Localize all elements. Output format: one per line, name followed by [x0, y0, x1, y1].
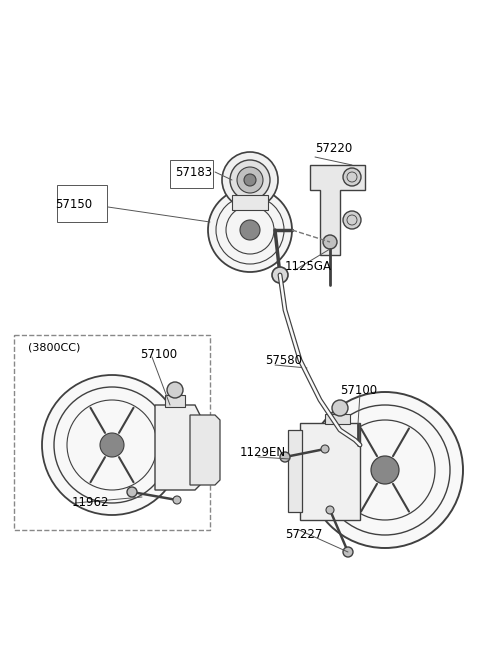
Text: 1129EN: 1129EN — [240, 447, 286, 460]
Circle shape — [127, 487, 137, 497]
Circle shape — [343, 168, 361, 186]
Circle shape — [237, 167, 263, 193]
Circle shape — [321, 445, 329, 453]
Polygon shape — [155, 405, 200, 490]
Circle shape — [244, 174, 256, 186]
Circle shape — [343, 211, 361, 229]
Polygon shape — [310, 165, 365, 255]
Circle shape — [222, 152, 278, 208]
Bar — [14, 335, 210, 530]
Text: (3800CC): (3800CC) — [28, 343, 80, 353]
Circle shape — [208, 188, 292, 272]
Bar — [57, 185, 107, 222]
Text: 57150: 57150 — [55, 198, 92, 212]
Polygon shape — [232, 195, 268, 210]
Text: 57580: 57580 — [265, 354, 302, 367]
Circle shape — [100, 433, 124, 457]
Circle shape — [350, 437, 366, 453]
Circle shape — [240, 220, 260, 240]
Circle shape — [323, 235, 337, 249]
Text: 57100: 57100 — [340, 383, 377, 396]
Circle shape — [42, 375, 182, 515]
Circle shape — [280, 452, 290, 462]
Polygon shape — [165, 395, 185, 407]
Text: 11962: 11962 — [72, 496, 109, 510]
Text: 57220: 57220 — [315, 141, 352, 155]
Circle shape — [371, 456, 399, 484]
Circle shape — [326, 506, 334, 514]
Text: 57100: 57100 — [140, 348, 177, 362]
Circle shape — [167, 382, 183, 398]
Text: 57227: 57227 — [285, 529, 323, 542]
Text: 57183: 57183 — [175, 166, 212, 179]
Circle shape — [343, 547, 353, 557]
Polygon shape — [300, 423, 360, 520]
Polygon shape — [190, 415, 220, 485]
Polygon shape — [325, 414, 350, 424]
Bar — [170, 160, 213, 188]
Circle shape — [332, 400, 348, 416]
Circle shape — [173, 496, 181, 504]
Circle shape — [230, 160, 270, 200]
Circle shape — [272, 267, 288, 283]
Polygon shape — [288, 430, 302, 512]
Text: 1125GA: 1125GA — [285, 261, 332, 274]
Circle shape — [307, 392, 463, 548]
